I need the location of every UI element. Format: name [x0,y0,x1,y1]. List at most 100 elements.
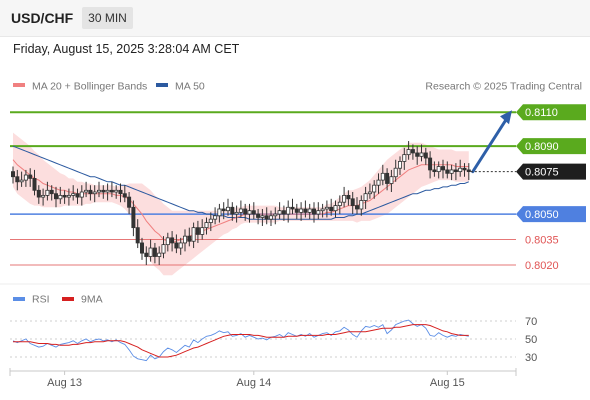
candle [200,227,205,235]
candle [23,174,28,181]
projection-line [471,116,509,174]
candle [36,189,41,198]
candle [354,205,359,210]
timestamp-label: Friday, August 15, 2025 3:28:04 AM CET [13,42,240,56]
candle [208,218,213,223]
candle [290,206,295,210]
candle [423,152,428,159]
ma50-legend-label: MA 50 [175,81,205,93]
level-label-support: 0.8035 [525,235,559,247]
candle [311,208,316,215]
level-label-resistance: 0.8110 [525,107,558,119]
rsi-legend-label: RSI [32,294,50,306]
ma20-legend-label: MA 20 + Bollinger Bands [32,81,147,93]
candle [410,149,415,154]
candle [402,154,407,162]
candle [165,237,170,246]
candle [127,196,132,208]
candle [256,213,261,218]
current-price-tag [516,163,586,180]
candle [389,176,394,184]
candle [342,194,347,203]
candle [178,242,183,249]
candle [148,247,153,257]
candle [92,191,97,195]
candle [54,193,59,200]
candle [122,193,127,198]
candle [66,194,71,198]
candle [247,210,252,215]
candle [445,169,450,174]
candle [230,206,235,215]
rsi-tick-label: 30 [525,352,537,364]
candle [299,208,304,213]
rsi-tick-label: 50 [525,334,537,346]
candle [135,227,140,244]
candle [372,184,377,193]
rsi-ma9-line [13,324,469,358]
candle [436,166,441,173]
candle [385,172,390,184]
x-tick-label: Aug 13 [47,377,82,389]
current-price-label: 0.8075 [525,167,559,179]
ma9-legend-label: 9MA [81,294,103,306]
projection-arrow [471,110,512,174]
candle [174,242,179,249]
candle [238,208,243,213]
candle [131,206,136,229]
candle [453,169,458,173]
candle [419,152,424,157]
candle [346,194,351,200]
candle [114,189,119,193]
candle [277,210,282,215]
candle [462,167,467,171]
candle [458,167,463,173]
price-level-labels: 0.8110 0.8090 0.8050 0.8035 0.8020 0.8075 [470,104,586,272]
candle [367,191,372,195]
candle [337,201,342,206]
candle [234,211,239,215]
rsi-legend-swatch [13,297,25,301]
candle [268,215,273,220]
candle [88,189,93,195]
candle [144,252,149,257]
candle [15,176,20,183]
timeframe-button[interactable]: 30 MIN [82,7,133,29]
candle [428,157,433,171]
candle [281,210,286,215]
candle [191,227,196,242]
candle [243,208,248,215]
candle [118,189,123,195]
candle [101,189,106,193]
candle [316,210,321,215]
candle [71,193,76,196]
candle [161,244,166,254]
x-axis: Aug 13 Aug 14 Aug 15 [47,371,465,389]
candle [432,169,437,173]
ma50-legend-swatch [156,83,168,87]
candle [415,152,420,157]
candle [75,193,80,198]
candle [109,189,114,193]
candle [217,208,222,217]
candle [303,208,308,213]
level-tag-resistance [516,104,586,121]
candle [204,222,209,229]
level-tag-pivot [516,206,586,223]
candle [406,149,411,156]
candle [213,215,218,220]
candle [32,178,37,191]
candle [58,194,63,200]
candle [376,179,381,186]
candle [225,206,230,212]
candle [19,179,24,183]
candle [307,208,312,213]
candle [157,252,162,257]
candle [84,189,89,193]
x-tick-label: Aug 15 [430,377,465,389]
rsi-line [12,319,469,362]
candle [264,215,269,220]
projection-arrowhead [500,110,512,125]
candle [49,189,54,195]
candle [320,208,325,212]
